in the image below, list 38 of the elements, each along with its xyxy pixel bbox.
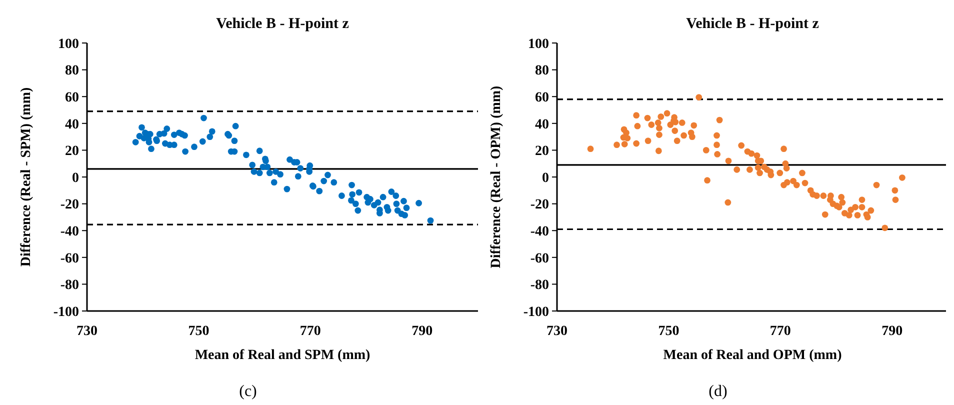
x-axis-title: Mean of Real and SPM (mm) [194, 348, 371, 363]
y-tick-label: -40 [530, 224, 549, 240]
x-tick-label: 730 [546, 324, 568, 339]
y-tick-label: 100 [528, 36, 549, 52]
y-tick-label: -100 [523, 304, 549, 320]
y-tick-label: 20 [535, 144, 549, 160]
y-axis-title: Difference (Real - SPM) (mm) [19, 87, 34, 267]
y-tick-label: 0 [72, 170, 79, 186]
y-tick-label: 100 [58, 36, 79, 52]
y-tick-label: 20 [65, 144, 79, 160]
chart-title: Vehicle B - H-point z [216, 16, 350, 32]
x-tick-label: 750 [188, 324, 210, 339]
text: (c) [239, 383, 257, 400]
x-axis-title: Mean of Real and OPM (mm) [663, 348, 842, 363]
y-tick-label: -80 [530, 278, 549, 294]
y-tick-label: -60 [60, 251, 79, 266]
y-tick-label: 60 [535, 90, 549, 106]
y-tick-label: -20 [60, 198, 79, 213]
x-tick-label: 790 [412, 324, 433, 339]
y-tick-label: -100 [53, 304, 79, 320]
x-tick-label: 730 [76, 324, 98, 339]
y-tick-label: 40 [535, 117, 549, 132]
y-tick-label: 60 [65, 90, 79, 106]
y-tick-label: -80 [60, 278, 79, 294]
x-tick-label: 790 [882, 324, 903, 339]
y-tick-label: -40 [60, 224, 79, 240]
x-tick-label: 770 [770, 324, 791, 339]
y-tick-label: -60 [530, 251, 549, 266]
y-tick-label: 80 [535, 64, 549, 79]
y-axis-title: Difference (Real - OPM) (mm) [489, 85, 504, 268]
x-tick-label: 750 [658, 324, 680, 339]
y-tick-label: 0 [542, 170, 549, 186]
text: (d) [708, 383, 728, 400]
y-tick-label: 40 [65, 117, 79, 132]
x-tick-label: 770 [300, 324, 321, 339]
chart-title: Vehicle B - H-point z [686, 16, 820, 32]
y-tick-label: -20 [530, 198, 549, 213]
y-tick-label: 80 [65, 64, 79, 79]
